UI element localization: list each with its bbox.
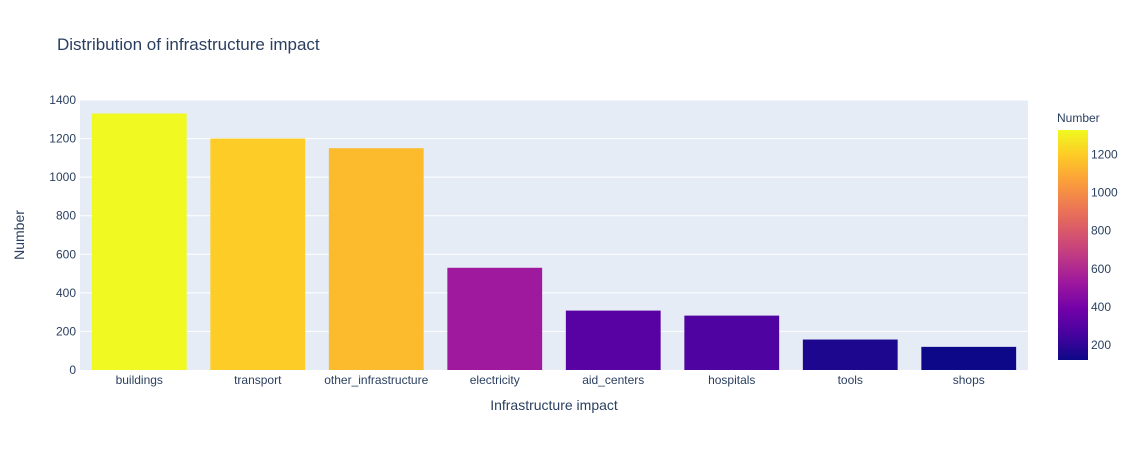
y-tick-label: 200 bbox=[56, 324, 76, 338]
colorbar-tick-label: 800 bbox=[1091, 224, 1111, 238]
y-tick-label: 1200 bbox=[49, 132, 76, 146]
x-tick-label: other_infrastructure bbox=[324, 373, 428, 387]
colorbar-title: Number bbox=[1057, 111, 1100, 125]
x-tick-label: transport bbox=[234, 373, 282, 387]
bar-tools bbox=[802, 339, 898, 370]
bar-transport bbox=[210, 138, 306, 370]
bars bbox=[91, 113, 1017, 370]
bar-hospitals bbox=[684, 315, 780, 370]
colorbar bbox=[1058, 130, 1088, 360]
y-axis-ticks: 0 200 400 600 800 1000 1200 1400 bbox=[49, 93, 76, 377]
x-tick-label: hospitals bbox=[708, 373, 755, 387]
x-tick-label: electricity bbox=[470, 373, 520, 387]
bar-electricity bbox=[447, 267, 543, 370]
x-tick-label: aid_centers bbox=[582, 373, 644, 387]
colorbar-tick-label: 600 bbox=[1091, 262, 1111, 276]
y-tick-label: 1000 bbox=[49, 170, 76, 184]
x-tick-label: shops bbox=[953, 373, 985, 387]
chart-title: Distribution of infrastructure impact bbox=[57, 35, 320, 54]
x-tick-label: tools bbox=[838, 373, 863, 387]
y-tick-label: 1400 bbox=[49, 93, 76, 107]
x-tick-label: buildings bbox=[116, 373, 163, 387]
y-axis-title: Number bbox=[11, 210, 27, 260]
y-tick-label: 800 bbox=[56, 209, 76, 223]
bar-shops bbox=[921, 346, 1017, 370]
y-tick-label: 0 bbox=[69, 363, 76, 377]
colorbar-tick-label: 400 bbox=[1091, 300, 1111, 314]
y-tick-label: 400 bbox=[56, 286, 76, 300]
colorbar-tick-label: 200 bbox=[1091, 338, 1111, 352]
x-axis-ticks: buildings transport other_infrastructure el… bbox=[116, 373, 985, 387]
colorbar-tick-label: 1200 bbox=[1091, 148, 1118, 162]
colorbar-ticks: 200 400 600 800 1000 1200 bbox=[1091, 148, 1118, 352]
bar-buildings bbox=[91, 113, 187, 370]
bar-other-infrastructure bbox=[328, 148, 424, 370]
bar-aid-centers bbox=[565, 310, 661, 370]
x-axis-title: Infrastructure impact bbox=[490, 397, 618, 413]
y-tick-label: 600 bbox=[56, 247, 76, 261]
colorbar-tick-label: 1000 bbox=[1091, 186, 1118, 200]
